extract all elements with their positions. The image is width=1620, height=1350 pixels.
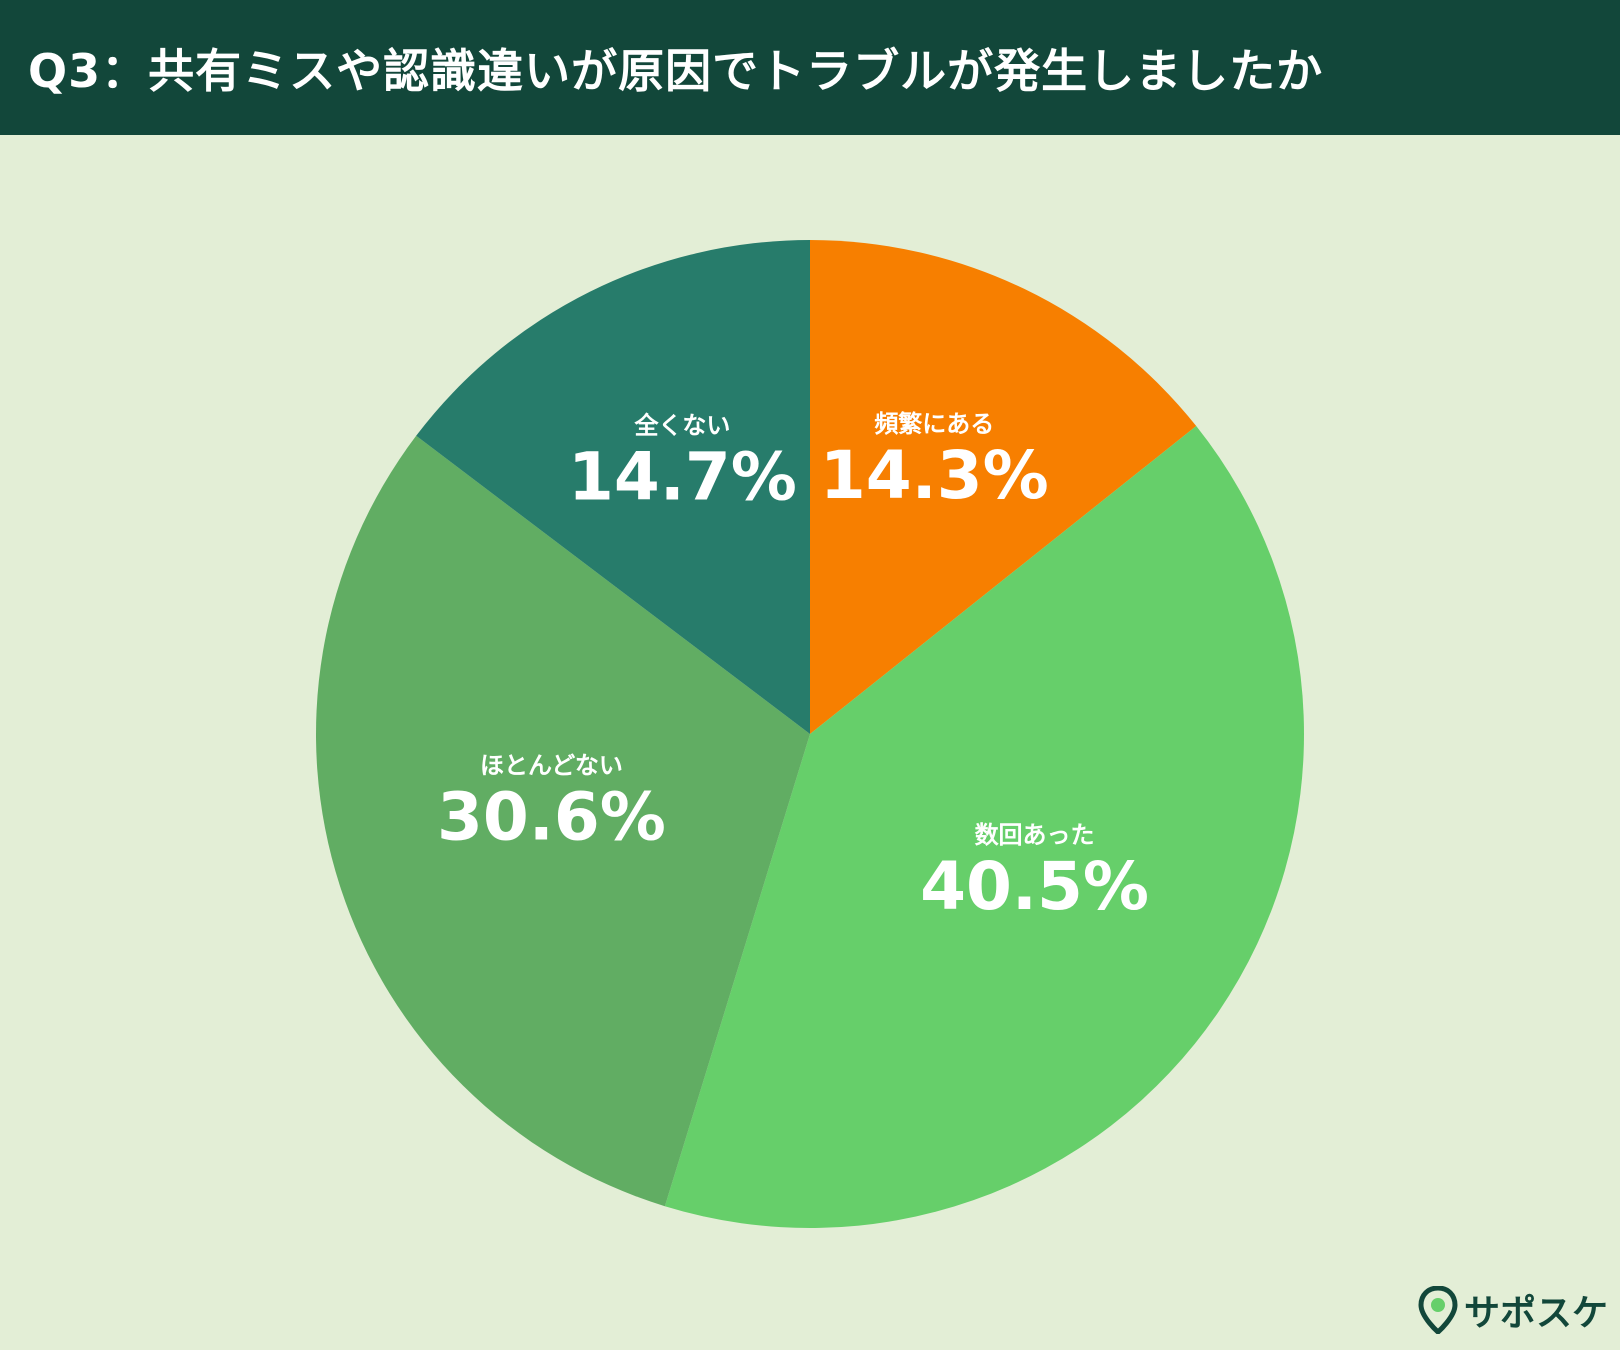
slice-value-4: 14.7% [568, 438, 797, 515]
slice-label-3: ほとんどない [480, 751, 623, 779]
pie-slice-2 [664, 425, 1304, 1229]
brand-name: サポスケ [1463, 1293, 1608, 1334]
page-title: Q3：共有ミスや認識違いが原因でトラブルが発生しましたか [28, 43, 1324, 98]
slice-label-2: 数回あった [975, 821, 1095, 849]
slice-value-3: 30.6% [437, 778, 666, 855]
title-bar: Q3：共有ミスや認識違いが原因でトラブルが発生しましたか [0, 0, 1620, 135]
brand-logo: サポスケ [1418, 1284, 1608, 1336]
slice-label-1: 頻繁にある [874, 410, 994, 438]
pie-slice-3 [315, 435, 810, 1207]
pie-slice-4 [416, 240, 810, 734]
slice-value-2: 40.5% [920, 848, 1149, 925]
pie-slice-1 [810, 240, 1197, 734]
slice-value-1: 14.3% [820, 437, 1049, 514]
location-pin-icon [1418, 1286, 1458, 1334]
slice-label-4: 全くない [633, 411, 730, 439]
